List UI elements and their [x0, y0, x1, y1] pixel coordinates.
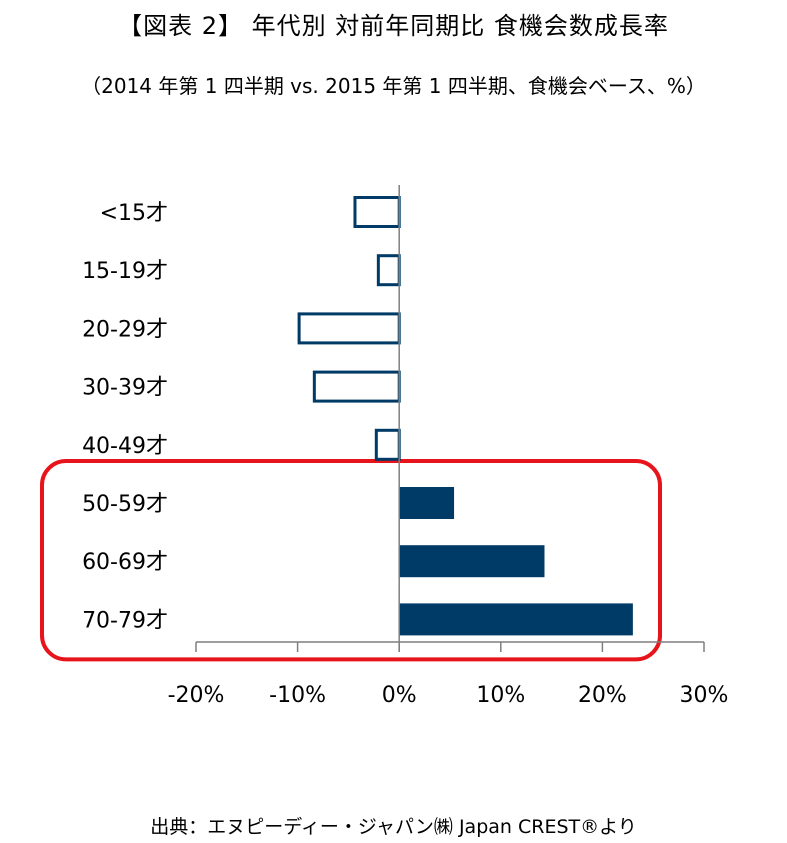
category-label: 15-19才 [82, 259, 168, 284]
bar [353, 196, 401, 228]
x-tick-label: -20% [168, 683, 225, 708]
category-label: 60-69才 [82, 550, 168, 575]
category-label: 40-49才 [82, 434, 168, 459]
x-tick-label: 30% [680, 683, 729, 708]
category-label: 20-29才 [82, 317, 168, 342]
x-tick-label: 20% [578, 683, 627, 708]
bar [297, 312, 401, 345]
highlight-box [40, 459, 662, 662]
category-label: <15才 [100, 201, 168, 226]
chart-subtitle: （2014 年第 1 四半期 vs. 2015 年第 1 四半期、食機会ベース、… [81, 74, 706, 98]
bar [399, 603, 633, 636]
x-tick-label: 10% [476, 683, 525, 708]
bar [399, 487, 455, 519]
bar [376, 254, 401, 287]
category-label: 70-79才 [82, 608, 168, 633]
chart-title: 【図表 2】 年代別 対前年同期比 食機会数成長率 [118, 12, 669, 40]
x-tick-label: -10% [269, 683, 326, 708]
category-label: 50-59才 [82, 492, 168, 517]
bar-chart: <15才 15-19才 20-29才 30-39才 40-49才 50-59才 60-69才… [40, 185, 729, 708]
source-note: 出典：エヌピーディー・ジャパン㈱ Japan CREST®より [150, 816, 637, 838]
bar [399, 545, 545, 578]
bar [312, 370, 401, 403]
category-label: 30-39才 [82, 376, 168, 401]
x-tick-label: 0% [382, 683, 417, 708]
bar [374, 428, 401, 461]
